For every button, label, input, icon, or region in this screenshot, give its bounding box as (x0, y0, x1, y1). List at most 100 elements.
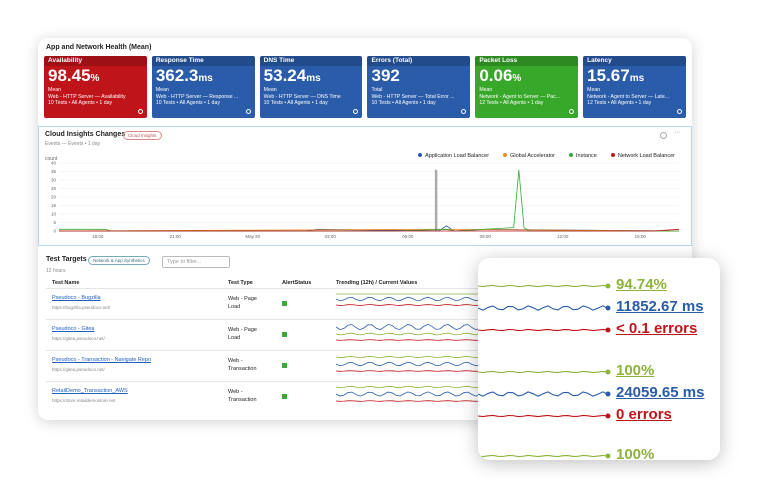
x-tick-label: 12:00 (557, 234, 569, 239)
y-tick-label: 10 (51, 212, 57, 217)
series-line (59, 170, 679, 231)
test-type: Web - Page Load (228, 326, 268, 342)
metric-tile[interactable]: Response Time 362.3ms Mean Web - HTTP Se… (152, 56, 255, 118)
status-ok-icon (282, 332, 287, 337)
filter-input[interactable]: Type to filter... (162, 256, 230, 268)
clock-icon (677, 109, 682, 114)
synthetics-badge[interactable]: Network & App Synthetics (88, 256, 150, 265)
x-tick-label: 03:00 (325, 234, 337, 239)
zoom-current-value[interactable]: 0 errors (616, 406, 672, 423)
tile-value: 392 (367, 66, 470, 87)
x-tick-label: May 20 (245, 234, 260, 239)
clock-icon (461, 109, 466, 114)
zoom-current-value[interactable]: 94.74% (616, 276, 667, 293)
test-name-link[interactable]: Pseudoco - Bugzilla (52, 295, 101, 301)
y-tick-label: 0 (53, 229, 56, 234)
cloud-insights-panel: Cloud Insights Changes Cloud Insights Ev… (38, 126, 692, 246)
tile-name: Packet Loss (475, 56, 578, 66)
col-test-type[interactable]: Test Type (228, 280, 253, 286)
tile-meta: 10 Tests • All Agents • 1 day (44, 100, 147, 107)
test-name-link[interactable]: RetailDemo_Transaction_AWS (52, 388, 128, 394)
zoom-current-value[interactable]: < 0.1 errors (616, 320, 697, 337)
sparkline (336, 401, 496, 402)
sparkline (336, 356, 496, 357)
x-tick-label: 18:00 (92, 234, 104, 239)
health-title: App and Network Health (Mean) (46, 44, 151, 51)
metric-tile[interactable]: DNS Time 53.24ms Mean Web - HTTP Server … (260, 56, 363, 118)
x-tick-label: 06:00 (402, 234, 414, 239)
tile-meta: 10 Tests • All Agents • 1 day (152, 100, 255, 107)
test-name-link[interactable]: Pseudoco - Transaction - Navigate Repo (52, 357, 151, 363)
test-type: Web - Page Load (228, 295, 268, 311)
test-url: https://gitea.pseudoco.net/ (52, 367, 105, 372)
trend-sparklines (336, 290, 496, 420)
col-trending: Trending (12h) / Current Values (336, 280, 417, 286)
y-tick-label: 5 (53, 220, 56, 225)
zoom-endpoint-dot (606, 370, 611, 375)
targets-period: 12 hours (46, 268, 65, 274)
metric-tile[interactable]: Errors (Total) 392 Total Web - HTTP Serv… (367, 56, 470, 118)
status-ok-icon (282, 363, 287, 368)
changes-chart: count 0 5 10 15 20 25 30 35 40 18:00 21:00 May 20 03:… (39, 127, 692, 247)
zoom-current-value[interactable]: 100% (616, 446, 654, 460)
tile-meta: 10 Tests • All Agents • 1 day (260, 100, 363, 107)
test-url: https://store.retaildemostore.net (52, 398, 115, 403)
col-test-name[interactable]: Test Name (52, 280, 79, 286)
tile-name: Errors (Total) (367, 56, 470, 66)
tile-name: DNS Time (260, 56, 363, 66)
status-ok-icon (282, 301, 287, 306)
tile-meta: 12 Tests • All Agents • 1 day (475, 100, 578, 107)
col-alert-status[interactable]: AlertStatus (282, 280, 311, 286)
zoom-current-value[interactable]: 11852.67 ms (616, 298, 704, 315)
test-type: Web - Transaction (228, 388, 268, 404)
metric-tile[interactable]: Availability 98.45% Mean Web - HTTP Serv… (44, 56, 147, 118)
zoom-callout: 94.74% 11852.67 ms < 0.1 errors 100% 24059.6… (478, 258, 720, 460)
clock-icon (569, 109, 574, 114)
y-tick-label: 25 (51, 186, 57, 191)
sparkline (336, 362, 496, 366)
tile-name: Latency (583, 56, 686, 66)
zoom-sparklines (478, 258, 720, 460)
sparkline (336, 392, 496, 396)
test-type: Web - Transaction (228, 357, 268, 373)
y-tick-label: 30 (51, 178, 57, 183)
zoom-sparkline (478, 392, 608, 396)
tile-name: Response Time (152, 56, 255, 66)
metric-tiles: Availability 98.45% Mean Web - HTTP Serv… (44, 56, 686, 118)
zoom-sparkline (478, 371, 608, 372)
tile-value: 53.24ms (260, 66, 363, 87)
status-ok-icon (282, 394, 287, 399)
zoom-endpoint-dot (606, 414, 611, 419)
test-name-link[interactable]: Pseudoco - Gitea (52, 326, 95, 332)
zoom-sparkline (478, 455, 608, 456)
sparkline (336, 340, 496, 341)
tile-value: 0.06% (475, 66, 578, 87)
test-url: https://gitea.pseudoco.net/ (52, 336, 105, 341)
event-bar (435, 170, 438, 231)
zoom-current-value[interactable]: 100% (616, 362, 654, 379)
zoom-endpoint-dot (606, 454, 611, 459)
clock-icon (353, 109, 358, 114)
tile-meta: 10 Tests • All Agents • 1 day (367, 100, 470, 107)
metric-tile[interactable]: Latency 15.67ms Mean Network - Agent to … (583, 56, 686, 118)
sparkline (336, 371, 496, 372)
clock-icon (246, 109, 251, 114)
sparkline (336, 386, 496, 387)
x-tick-label: 09:00 (480, 234, 492, 239)
sparkline (336, 297, 496, 301)
tile-meta: 12 Tests • All Agents • 1 day (583, 100, 686, 107)
clock-icon (138, 109, 143, 114)
zoom-sparkline (478, 285, 608, 286)
metric-tile[interactable]: Packet Loss 0.06% Mean Network - Agent t… (475, 56, 578, 118)
zoom-endpoint-dot (606, 306, 611, 311)
y-tick-label: 20 (51, 195, 57, 200)
x-tick-label: 21:00 (170, 234, 182, 239)
y-tick-label: 15 (51, 203, 57, 208)
tile-value: 98.45% (44, 66, 147, 87)
zoom-endpoint-dot (606, 328, 611, 333)
zoom-current-value[interactable]: 24059.65 ms (616, 384, 704, 401)
tile-value: 15.67ms (583, 66, 686, 87)
zoom-endpoint-dot (606, 284, 611, 289)
tile-name: Availability (44, 56, 147, 66)
zoom-sparkline (478, 306, 608, 310)
